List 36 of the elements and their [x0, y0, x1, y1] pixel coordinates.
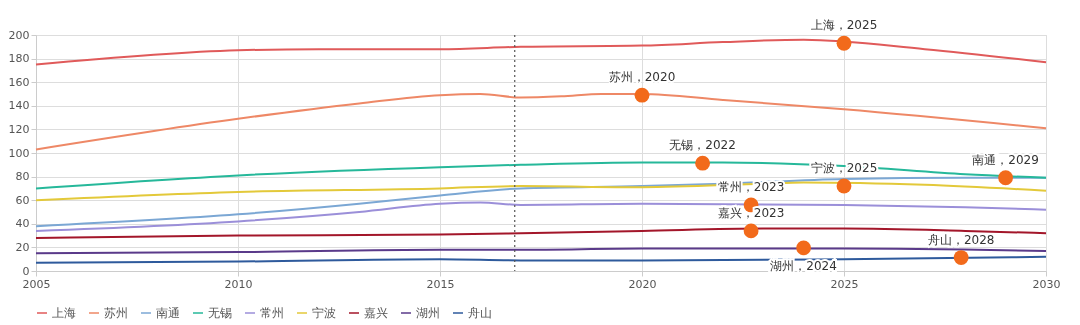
line-series [35, 181, 1047, 202]
line-series [35, 201, 1047, 232]
legend-label: 上海 [52, 306, 76, 320]
annotation: 苏州，2020 [608, 70, 676, 85]
x-tick-label: 2010 [224, 277, 253, 291]
y-tick-label: 140 [8, 99, 30, 113]
annotation: 舟山，2028 [927, 232, 995, 247]
y-tick-label: 180 [8, 52, 30, 66]
line-series [35, 38, 1047, 66]
y-tick-label: 160 [8, 75, 30, 89]
x-tick-label: 2030 [1032, 277, 1061, 291]
x-tick-label: 2005 [22, 277, 51, 291]
annotation: 嘉兴，2023 [717, 205, 785, 220]
y-tick-label: 100 [8, 146, 30, 160]
x-tick-label: 2015 [426, 277, 455, 291]
legend-label: 苏州 [104, 306, 128, 320]
x-tick-label: 2025 [830, 277, 859, 291]
annotation: 湖州，2024 [770, 258, 837, 273]
legend-label: 舟山 [468, 306, 492, 320]
y-tick-label: 60 [15, 193, 30, 207]
annotation: 上海，2025 [810, 18, 878, 33]
y-tick-label: 80 [15, 170, 30, 184]
legend-label: 宁波 [312, 306, 336, 320]
legend-label: 南通 [156, 306, 180, 320]
legend-label: 常州 [260, 306, 284, 320]
x-tick-label: 2020 [628, 277, 657, 291]
y-tick-label: 40 [15, 217, 30, 231]
annotation: 无锡，2022 [669, 138, 736, 153]
y-tick-label: 0 [22, 264, 30, 278]
annotation: 南通，2029 [972, 152, 1039, 167]
y-tick-label: 120 [8, 122, 30, 136]
y-tick-label: 20 [15, 240, 30, 254]
legend-label: 无锡 [208, 306, 232, 320]
legend-label: 嘉兴 [364, 306, 388, 320]
y-tick-label: 200 [8, 28, 30, 42]
legend-label: 湖州 [416, 306, 440, 320]
